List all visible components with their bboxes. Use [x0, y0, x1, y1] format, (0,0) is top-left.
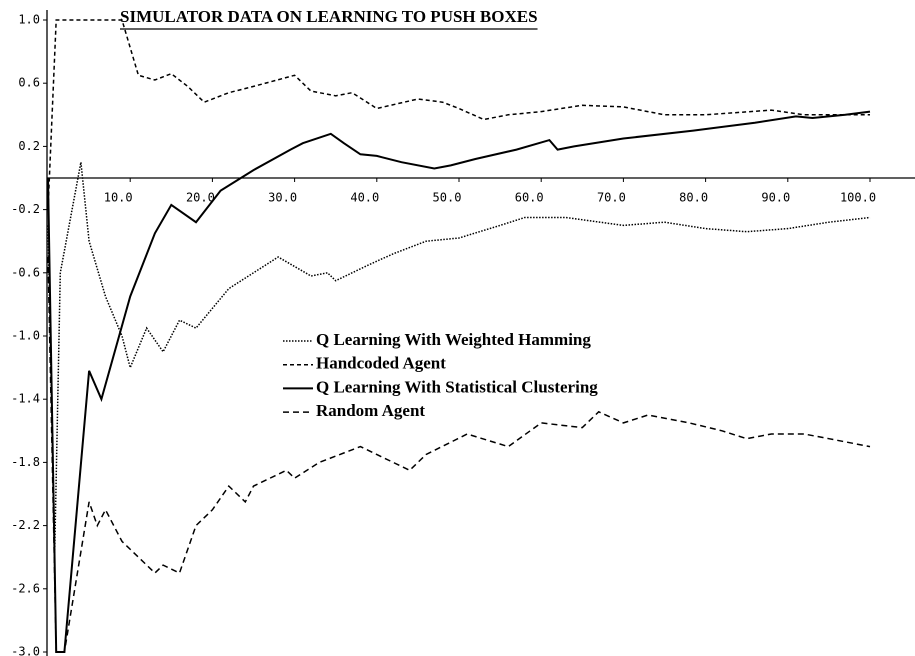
- y-tick-label: -0.2: [11, 202, 40, 216]
- y-tick-label: -0.6: [11, 265, 40, 279]
- legend-label: Q Learning With Statistical Clustering: [316, 377, 598, 396]
- legend-label: Random Agent: [316, 401, 425, 420]
- y-tick-label: 1.0: [18, 13, 40, 27]
- y-tick-label: -1.0: [11, 329, 40, 343]
- y-tick-label: 0.6: [18, 76, 40, 90]
- x-tick-label: 60.0: [515, 191, 544, 205]
- line-series: [47, 110, 871, 653]
- y-tick-label: -3.0: [11, 645, 40, 656]
- line-series: [47, 162, 871, 558]
- legend-label: Q Learning With Weighted Hamming: [316, 330, 591, 349]
- legend-label: Handcoded Agent: [316, 354, 446, 373]
- x-tick-label: 20.0: [186, 191, 215, 205]
- x-tick-label: 30.0: [268, 191, 297, 205]
- x-tick-label: 10.0: [104, 191, 133, 205]
- x-tick-label: 80.0: [679, 191, 708, 205]
- x-tick-label: 40.0: [350, 191, 379, 205]
- x-tick-label: 100.0: [840, 191, 876, 205]
- chart-title: SIMULATOR DATA ON LEARNING TO PUSH BOXES: [120, 7, 538, 26]
- y-tick-label: 0.2: [18, 139, 40, 153]
- y-tick-label: -2.2: [11, 518, 40, 532]
- x-tick-label: 70.0: [597, 191, 626, 205]
- y-tick-label: -2.6: [11, 581, 40, 595]
- x-tick-label: 50.0: [433, 191, 462, 205]
- y-tick-label: -1.4: [11, 392, 40, 406]
- line-series: [47, 256, 871, 653]
- y-tick-label: -1.8: [11, 455, 40, 469]
- x-tick-label: 90.0: [761, 191, 790, 205]
- line-series: [47, 19, 870, 210]
